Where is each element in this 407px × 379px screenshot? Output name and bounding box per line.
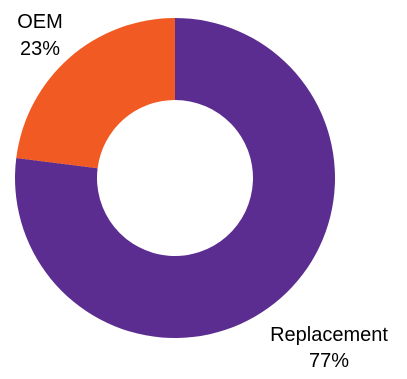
slice-label-replacement: Replacement 77% [270,324,388,372]
slice-label-oem: OEM 23% [17,11,63,60]
slice-label-replacement-percent: 77% [309,350,349,372]
slice-oem [16,18,176,169]
slice-replacement [14,18,335,339]
slice-label-oem-percent: 23% [20,38,60,60]
slice-label-oem-name: OEM [17,11,63,33]
slice-label-replacement-name: Replacement [270,324,388,346]
slices-group [14,18,335,339]
